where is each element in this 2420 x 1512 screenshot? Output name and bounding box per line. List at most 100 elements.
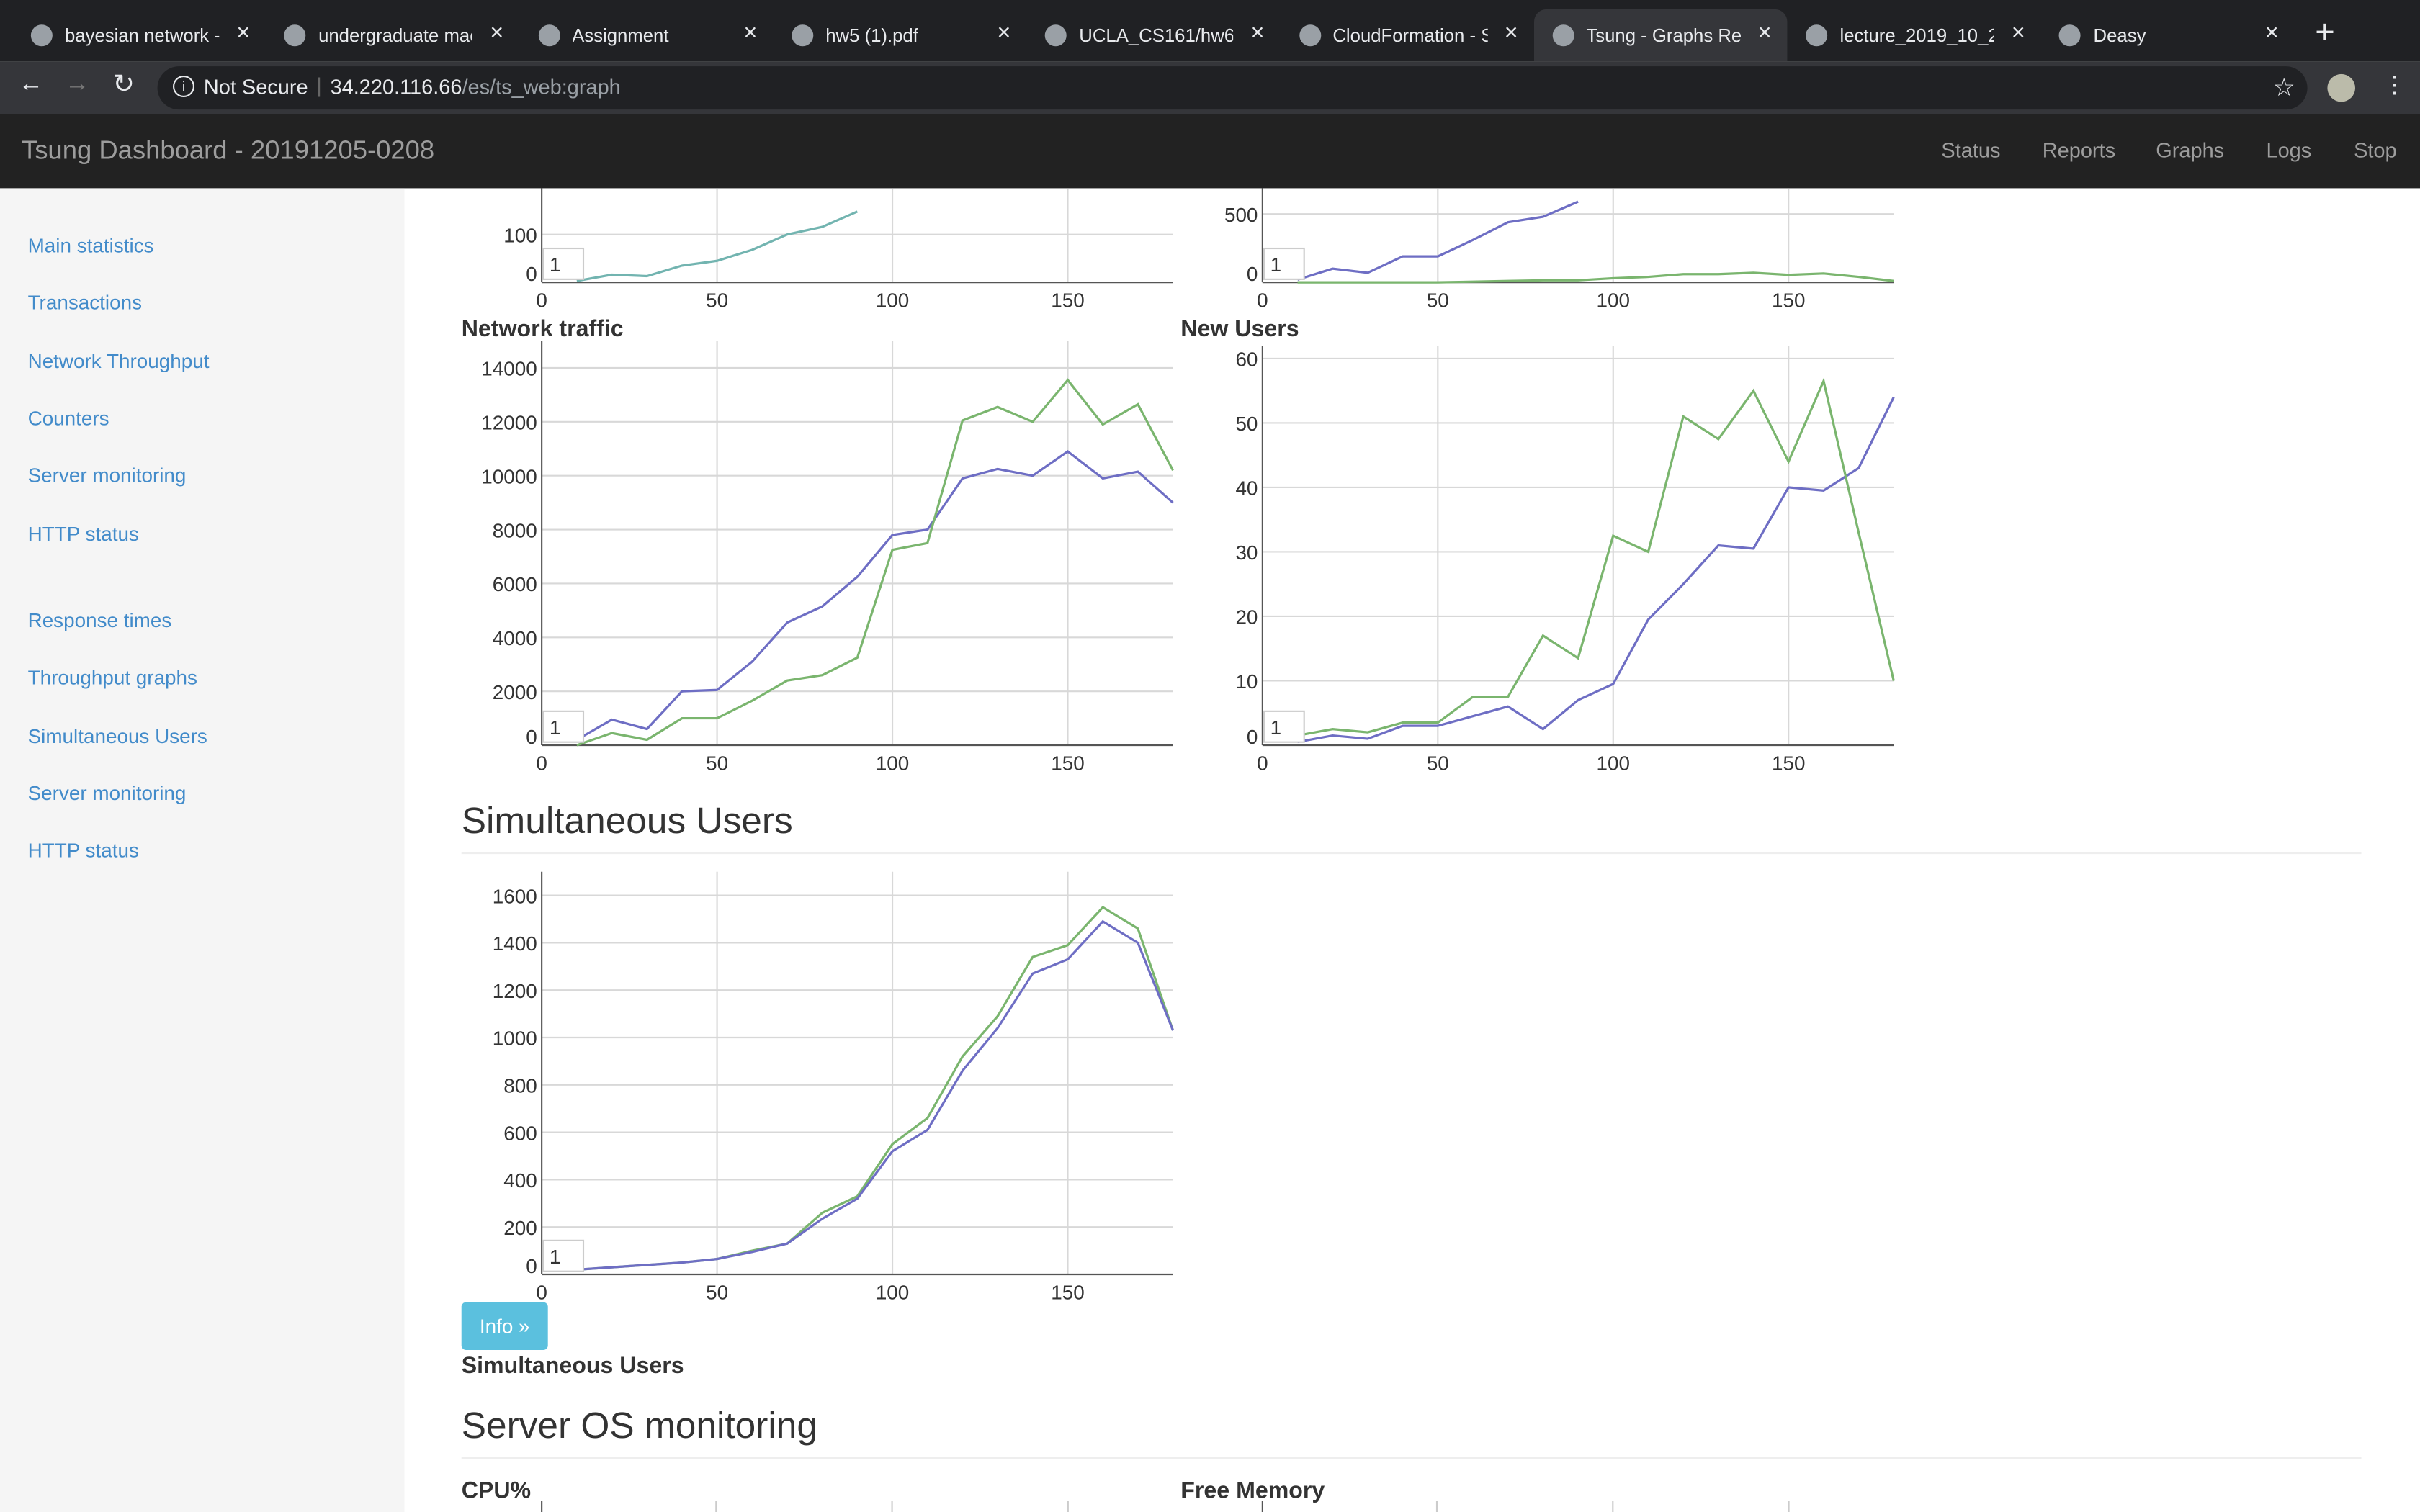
tab[interactable]: CloudFormation - St × bbox=[1281, 9, 1533, 62]
reload[interactable]: ↻ bbox=[112, 69, 135, 99]
x-tick-label: 50 bbox=[1427, 752, 1449, 774]
sidebar-link[interactable]: HTTP status bbox=[27, 521, 139, 545]
info-button[interactable] bbox=[461, 1302, 548, 1350]
y-tick-label: 0 bbox=[526, 1255, 537, 1277]
sidebar: Main statistics Transactions Network Throu… bbox=[0, 188, 405, 1512]
x-tick-label: 150 bbox=[1051, 289, 1084, 311]
info-button-label[interactable]: Info » bbox=[480, 1315, 530, 1337]
corner-label: 1 bbox=[1270, 716, 1282, 739]
sidebar-link[interactable]: HTTP status bbox=[27, 839, 139, 863]
series-line bbox=[576, 210, 859, 282]
y-tick-label: 1200 bbox=[493, 980, 537, 1002]
sidebar-link[interactable]: Counters bbox=[27, 406, 109, 430]
nav-link[interactable]: Stop bbox=[2354, 138, 2397, 162]
caption: Simultaneous Users bbox=[462, 1352, 684, 1378]
tab-close[interactable]: × bbox=[997, 19, 1011, 47]
nav-link[interactable]: Reports bbox=[2042, 138, 2116, 162]
corner-label: 1 bbox=[550, 253, 561, 276]
star[interactable]: ☆ bbox=[2272, 76, 2295, 102]
sidebar-link[interactable]: Response times bbox=[27, 608, 172, 632]
url-path: /es/ts_web:graph bbox=[462, 76, 621, 99]
y-tick-label: 50 bbox=[1235, 413, 1258, 435]
tab-title: UCLA_CS161/hw6.pc bbox=[1079, 24, 1234, 47]
tab-close[interactable]: × bbox=[743, 19, 758, 47]
nav-link[interactable]: Logs bbox=[2266, 138, 2312, 162]
x-tick-label: 100 bbox=[1597, 289, 1630, 311]
url-bar[interactable]: i Not Secure | 34.220.116.66/es/ts_web:g… bbox=[157, 66, 2308, 110]
tab[interactable]: Assignment × bbox=[519, 9, 772, 62]
chart: 0 50 100 150 0 500 1 bbox=[1224, 188, 1894, 311]
corner-label: 1 bbox=[1270, 253, 1282, 276]
tab-bar: + bayesian network - G×undergraduate mac… bbox=[0, 0, 2420, 62]
new-tab[interactable]: + bbox=[2315, 12, 2335, 51]
panel-title: Free Memory bbox=[1180, 1477, 1325, 1503]
x-tick-label: 150 bbox=[1772, 289, 1805, 311]
tab-icon bbox=[2059, 24, 2081, 47]
sidebar-link[interactable]: Simultaneous Users bbox=[27, 724, 207, 747]
sidebar-link[interactable]: Network Throughput bbox=[27, 348, 210, 372]
tab[interactable]: undergraduate mach × bbox=[266, 9, 519, 62]
tab-icon bbox=[1299, 24, 1321, 47]
x-tick-label: 100 bbox=[876, 752, 909, 774]
x-tick-label: 0 bbox=[1257, 289, 1268, 311]
x-tick-label: 50 bbox=[706, 1281, 728, 1303]
corner-label: 1 bbox=[550, 716, 561, 739]
tab-icon bbox=[1045, 24, 1067, 47]
x-tick-label: 0 bbox=[536, 289, 547, 311]
series-line bbox=[1297, 377, 1895, 737]
sidebar-link[interactable]: Server monitoring bbox=[27, 464, 187, 487]
series-line bbox=[576, 378, 1174, 747]
brand[interactable]: Tsung Dashboard - 20191205-0208 bbox=[22, 135, 435, 166]
forward[interactable]: → bbox=[65, 71, 90, 97]
corner-box bbox=[542, 1239, 585, 1272]
tab[interactable]: Deasy × bbox=[2041, 9, 2294, 62]
nav-link[interactable]: Graphs bbox=[2156, 138, 2225, 162]
tab[interactable]: UCLA_CS161/hw6.pc × bbox=[1026, 9, 1279, 62]
tab[interactable]: Tsung - Graphs Repo × bbox=[1533, 9, 1787, 62]
tab[interactable]: bayesian network - G × bbox=[12, 9, 265, 62]
tab-close[interactable]: × bbox=[490, 19, 504, 47]
tab-close[interactable]: × bbox=[2011, 19, 2025, 47]
y-tick-label: 200 bbox=[503, 1217, 537, 1239]
y-tick-label: 8000 bbox=[493, 519, 537, 541]
y-tick-label: 1400 bbox=[493, 932, 537, 955]
y-tick-label: 100 bbox=[503, 224, 537, 246]
tab-close[interactable]: × bbox=[1504, 19, 1518, 47]
tab-close[interactable]: × bbox=[2264, 19, 2279, 47]
sidebar-link[interactable]: Transactions bbox=[27, 291, 143, 315]
sidebar-link[interactable]: Server monitoring bbox=[27, 781, 187, 805]
y-tick-label: 12000 bbox=[481, 412, 537, 434]
x-tick-label: 0 bbox=[1257, 752, 1268, 774]
y-tick-label: 6000 bbox=[493, 573, 537, 595]
tab-title: Deasy bbox=[2093, 24, 2146, 47]
section-heading: Server OS monitoring bbox=[462, 1404, 817, 1446]
nav-link[interactable]: Status bbox=[1941, 138, 2001, 162]
menu[interactable]: ⋮ bbox=[2383, 72, 2406, 99]
sidebar-link[interactable]: Throughput graphs bbox=[27, 666, 197, 690]
tab-close[interactable]: × bbox=[236, 19, 251, 47]
tab-close[interactable]: × bbox=[1757, 19, 1772, 47]
x-tick-label: 50 bbox=[1427, 289, 1449, 311]
sidebar-link[interactable]: Main statistics bbox=[27, 233, 154, 257]
y-tick-label: 10 bbox=[1235, 670, 1258, 693]
corner-box bbox=[542, 247, 585, 280]
y-tick-label: 0 bbox=[1247, 726, 1258, 748]
tab-icon bbox=[284, 24, 306, 47]
divider: | bbox=[316, 73, 322, 97]
avatar[interactable] bbox=[2327, 73, 2355, 102]
x-tick-label: 150 bbox=[1051, 1281, 1084, 1303]
tab[interactable]: lecture_2019_10_24.p × bbox=[1788, 9, 2040, 62]
url-host: 34.220.116.66 bbox=[330, 76, 462, 99]
tab-icon bbox=[792, 24, 814, 47]
back[interactable]: ← bbox=[18, 71, 43, 97]
tab-icon bbox=[1806, 24, 1828, 47]
tab-icon bbox=[1552, 24, 1574, 47]
tab-close[interactable]: × bbox=[1250, 19, 1265, 47]
y-tick-label: 1000 bbox=[493, 1027, 537, 1050]
chart: 0 50 100 150 0 200 400 600 800 1000 1200 1400 1600 1 bbox=[493, 871, 1175, 1303]
y-tick-label: 30 bbox=[1235, 541, 1258, 564]
chart: Network traffic 0 50 100 150 0 2000 4000 6000 800… bbox=[462, 315, 1174, 774]
tab-icon bbox=[30, 24, 53, 47]
series-line bbox=[1297, 396, 1895, 744]
tab[interactable]: hw5 (1).pdf × bbox=[773, 9, 1026, 62]
